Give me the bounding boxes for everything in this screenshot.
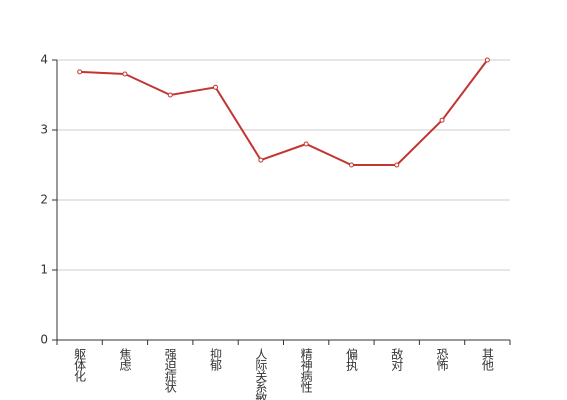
x-tick-label: 人际关系敏感 [254, 348, 268, 400]
point [439, 117, 445, 123]
x-tick-label: 恐怖 [435, 348, 449, 371]
point [348, 162, 354, 168]
point [303, 141, 309, 147]
point [122, 71, 128, 77]
line [79, 59, 489, 166]
y-tick-label: 2 [40, 193, 48, 207]
point [484, 57, 490, 63]
point [77, 69, 83, 75]
x-tick-label: 偏执 [344, 347, 358, 372]
y-tick-label: 4 [40, 53, 48, 67]
y-tick-label: 3 [40, 123, 48, 137]
x-tick-label: 强迫症状 [163, 348, 177, 393]
point [167, 92, 173, 98]
point [394, 162, 400, 168]
y-tick-label: 1 [40, 263, 48, 277]
y-tick-label: 0 [40, 333, 48, 347]
x-tick-label: 敌对 [390, 347, 404, 371]
x-tick-label: 焦虑 [118, 348, 132, 371]
x-tick-label: 躯体化 [73, 347, 87, 383]
x-tick-label: 抑郁 [209, 347, 223, 372]
x-tick-label: 精神病性 [299, 348, 313, 394]
x-tick-label: 其他 [480, 348, 494, 371]
point [213, 84, 219, 90]
point [258, 157, 264, 163]
